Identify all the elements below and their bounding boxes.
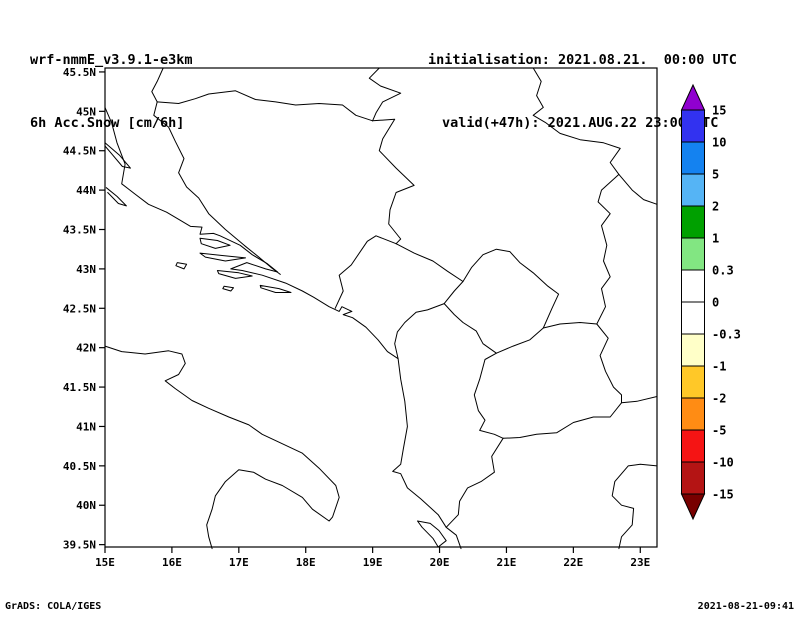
colorbar-level-label: 15	[712, 104, 726, 118]
island-pag	[104, 142, 131, 169]
border-croatia-serbia	[368, 67, 402, 122]
greece-thermaic-coastline	[611, 463, 658, 550]
border-kosovo	[443, 248, 560, 354]
lon-tick-label: 19E	[363, 556, 383, 569]
lon-tick-label: 23E	[630, 556, 650, 569]
lat-tick-label: 45N	[76, 105, 96, 118]
adriatic-east-coastline	[104, 106, 462, 550]
island-brac	[199, 237, 231, 249]
island-vis	[175, 262, 188, 270]
colorbar-cell	[681, 333, 705, 367]
lon-tick-label: 21E	[497, 556, 517, 569]
border-macedonia-greece	[502, 396, 658, 439]
colorbar: 15 10 5 2 1 0.3 0 -0.3 -1 -2 -5 -10 -15	[680, 83, 741, 521]
colorbar-arrow-bottom	[680, 493, 706, 521]
colorbar-cell	[681, 141, 705, 175]
colorbar-cell	[681, 365, 705, 399]
island-korcula	[216, 270, 253, 279]
colorbar-level-label: -2	[712, 392, 726, 406]
lat-tick-label: 42N	[76, 342, 96, 355]
colorbar-cell	[681, 173, 705, 207]
lat-tick-label: 42.5N	[63, 302, 96, 315]
border-serbia-bulgaria	[596, 173, 620, 325]
colorbar-cell	[681, 269, 705, 303]
colorbar-level-label: -0.3	[712, 328, 741, 342]
lat-tick-label: 41N	[76, 420, 96, 433]
lat-tick-label: 45.5N	[63, 66, 96, 79]
colorbar-cell	[681, 397, 705, 431]
model-title: wrf-nmmE_v3.9.1-e3km	[30, 52, 193, 68]
border-croatia-bosnia-west	[151, 67, 281, 275]
colorbar-cell	[681, 429, 705, 463]
lon-tick-label: 16E	[162, 556, 182, 569]
colorbar-level-label: -5	[712, 424, 726, 438]
island-hvar	[199, 252, 246, 262]
colorbar-level-label: 10	[712, 136, 726, 150]
time-header: initialisation: 2021.08.21. 00:00 UTC va…	[428, 8, 737, 176]
lon-tick-label: 22E	[563, 556, 583, 569]
border-croatia-bosnia-sava	[156, 90, 374, 122]
colorbar-level-label: 0	[712, 296, 719, 310]
lat-tick-label: 40.5N	[63, 460, 96, 473]
italy-coastline	[104, 345, 340, 550]
map-frame	[104, 67, 658, 548]
colorbar-level-label: 2	[712, 200, 719, 214]
colorbar-cell	[681, 205, 705, 239]
lat-tick-label: 44.5N	[63, 145, 96, 158]
border-serbia-macedonia	[542, 322, 598, 329]
lat-tick-label: 39.5N	[63, 539, 96, 552]
border-serbia-montenegro	[395, 243, 464, 282]
border-bosnia-serbia-drina	[372, 118, 415, 245]
creation-timestamp: 2021-08-21-09:41	[697, 601, 794, 612]
island-lastovo	[222, 285, 234, 292]
island-dugi-otok	[105, 187, 127, 207]
border-macedonia-bulgaria	[596, 323, 622, 404]
colorbar-arrow-top	[680, 83, 706, 111]
colorbar-cell	[681, 301, 705, 335]
border-albania-greece	[445, 437, 504, 528]
border-montenegro-albania	[394, 303, 445, 360]
border-bosnia-montenegro	[334, 235, 397, 309]
colorbar-cell	[681, 109, 705, 143]
lon-tick-label: 20E	[430, 556, 450, 569]
init-time-label: initialisation: 2021.08.21. 00:00 UTC	[428, 52, 737, 68]
lat-tick-label: 41.5N	[63, 381, 96, 394]
colorbar-level-label: -1	[712, 360, 726, 374]
lon-tick-label: 18E	[296, 556, 316, 569]
lat-tick-label: 44N	[76, 184, 96, 197]
colorbar-level-label: -10	[712, 456, 734, 470]
lat-tick-label: 40N	[76, 499, 96, 512]
field-title: 6h Acc.Snow [cm/6h]	[30, 115, 185, 131]
border-albania-macedonia	[473, 352, 504, 439]
colorbar-level-label: 0.3	[712, 264, 734, 278]
colorbar-cell	[681, 461, 705, 495]
border-romania-bulgaria-danube	[618, 173, 658, 205]
border-serbia-romania	[532, 67, 621, 175]
colorbar-level-label: 5	[712, 168, 719, 182]
colorbar-level-label: -15	[712, 488, 734, 502]
colorbar-cell	[681, 237, 705, 271]
grads-credit: GrADS: COLA/IGES	[5, 601, 102, 612]
island-corfu	[417, 520, 447, 548]
valid-time-label: valid(+47h): 2021.AUG.22 23:00 UTC	[442, 115, 719, 131]
lat-tick-label: 43.5N	[63, 224, 96, 237]
lon-tick-label: 15E	[95, 556, 115, 569]
lat-tick-label: 43N	[76, 263, 96, 276]
island-mljet	[259, 284, 292, 293]
lon-tick-label: 17E	[229, 556, 249, 569]
colorbar-level-label: 1	[712, 232, 719, 246]
model-header: wrf-nmmE_v3.9.1-e3km 6h Acc.Snow [cm/6h]	[30, 8, 193, 176]
